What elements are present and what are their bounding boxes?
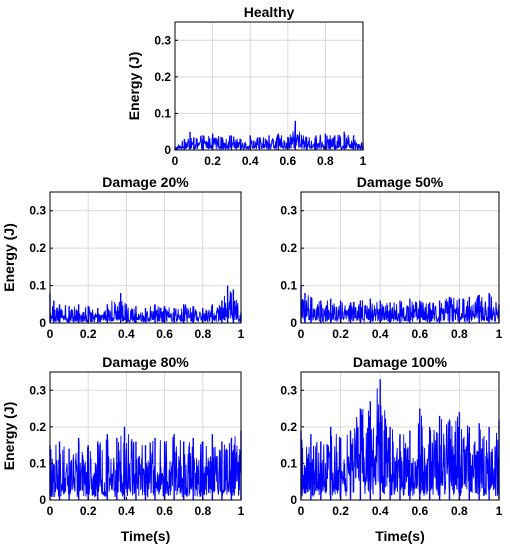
x-tick-label: 0.6 (156, 327, 173, 341)
subplot-1: 0 0.2 0.4 0.6 0.8 1 0 0.1 0.2 0.3 Healthy Energy (J… (126, 4, 367, 168)
y-tick-label: 0.2 (280, 241, 297, 255)
y-tick-label: 0 (164, 143, 171, 157)
x-tick-label: 1 (238, 504, 245, 518)
subplot-title: Damage 20% (102, 174, 189, 190)
x-tick-label: 0 (47, 504, 54, 518)
y-tick-label: 0.2 (29, 241, 46, 255)
y-axis-label: Energy (J) (1, 402, 17, 470)
x-tick-label: 0.8 (194, 327, 211, 341)
subplot-4: 0 0.2 0.4 0.6 0.8 1 0 0.1 0.2 0.3 Damage 80% Energy… (1, 354, 245, 544)
axes-frame (49, 191, 242, 324)
subplot-2: 0 0.2 0.4 0.6 0.8 1 0 0.1 0.2 0.3 Damage 20% Energy… (1, 174, 245, 341)
x-tick-label: 0.6 (156, 504, 173, 518)
y-axis-label: Energy (J) (126, 52, 142, 120)
x-tick-label: 0 (47, 327, 54, 341)
x-tick-label: 0 (298, 327, 305, 341)
x-tick-label: 1 (238, 327, 245, 341)
y-tick-label: 0.2 (280, 420, 297, 434)
axes-frame (174, 21, 364, 151)
axes-frame (300, 191, 500, 324)
subplot-title: Healthy (244, 4, 295, 20)
y-tick-label: 0.2 (29, 420, 46, 434)
x-tick-label: 0.2 (80, 504, 97, 518)
x-tick-label: 0.6 (279, 154, 296, 168)
y-tick-label: 0 (290, 493, 297, 507)
y-tick-label: 0 (39, 493, 46, 507)
y-tick-label: 0.1 (29, 279, 46, 293)
subplot-3: 0 0.2 0.4 0.6 0.8 1 0 0.1 0.2 0.3 Damage 50% (280, 174, 502, 341)
x-tick-label: 0.6 (411, 504, 428, 518)
subplot-title: Damage 50% (357, 174, 444, 190)
x-tick-label: 1 (496, 504, 503, 518)
subplot-title: Damage 80% (102, 354, 189, 370)
x-tick-label: 1 (496, 327, 503, 341)
x-tick-label: 0 (172, 154, 179, 168)
subplot-5: 0 0.2 0.4 0.6 0.8 1 0 0.1 0.2 0.3 Damage 100% Time(… (280, 354, 502, 544)
x-tick-label: 0.4 (118, 504, 135, 518)
x-tick-label: 0.8 (317, 154, 334, 168)
x-axis-label: Time(s) (121, 528, 171, 544)
x-tick-label: 0.4 (372, 504, 389, 518)
x-tick-label: 0 (298, 504, 305, 518)
y-tick-label: 0.3 (29, 204, 46, 218)
x-tick-label: 0.2 (204, 154, 221, 168)
x-tick-label: 0.6 (411, 327, 428, 341)
y-tick-label: 0.1 (280, 279, 297, 293)
subplot-title: Damage 100% (353, 354, 448, 370)
axes-frame (300, 371, 500, 501)
x-tick-label: 0.8 (451, 327, 468, 341)
x-tick-label: 0.4 (242, 154, 259, 168)
x-tick-label: 0.2 (332, 327, 349, 341)
y-tick-label: 0.1 (29, 456, 46, 470)
x-tick-label: 0.8 (451, 504, 468, 518)
x-tick-label: 0.4 (118, 327, 135, 341)
plot-area (50, 192, 241, 323)
y-axis-label: Energy (J) (1, 223, 17, 291)
y-tick-label: 0 (39, 316, 46, 330)
y-tick-label: 0.3 (154, 33, 171, 47)
plot-area (175, 22, 363, 150)
x-tick-label: 0.2 (332, 504, 349, 518)
y-tick-label: 0.1 (280, 456, 297, 470)
x-tick-label: 0.4 (372, 327, 389, 341)
y-tick-label: 0.1 (154, 106, 171, 120)
x-tick-label: 0.2 (80, 327, 97, 341)
y-tick-label: 0 (290, 316, 297, 330)
x-axis-label: Time(s) (375, 528, 425, 544)
y-tick-label: 0.3 (29, 383, 46, 397)
x-tick-label: 1 (360, 154, 367, 168)
y-tick-label: 0.3 (280, 204, 297, 218)
axes-frame (49, 371, 242, 501)
x-tick-label: 0.8 (194, 504, 211, 518)
y-tick-label: 0.2 (154, 70, 171, 84)
y-tick-label: 0.3 (280, 383, 297, 397)
